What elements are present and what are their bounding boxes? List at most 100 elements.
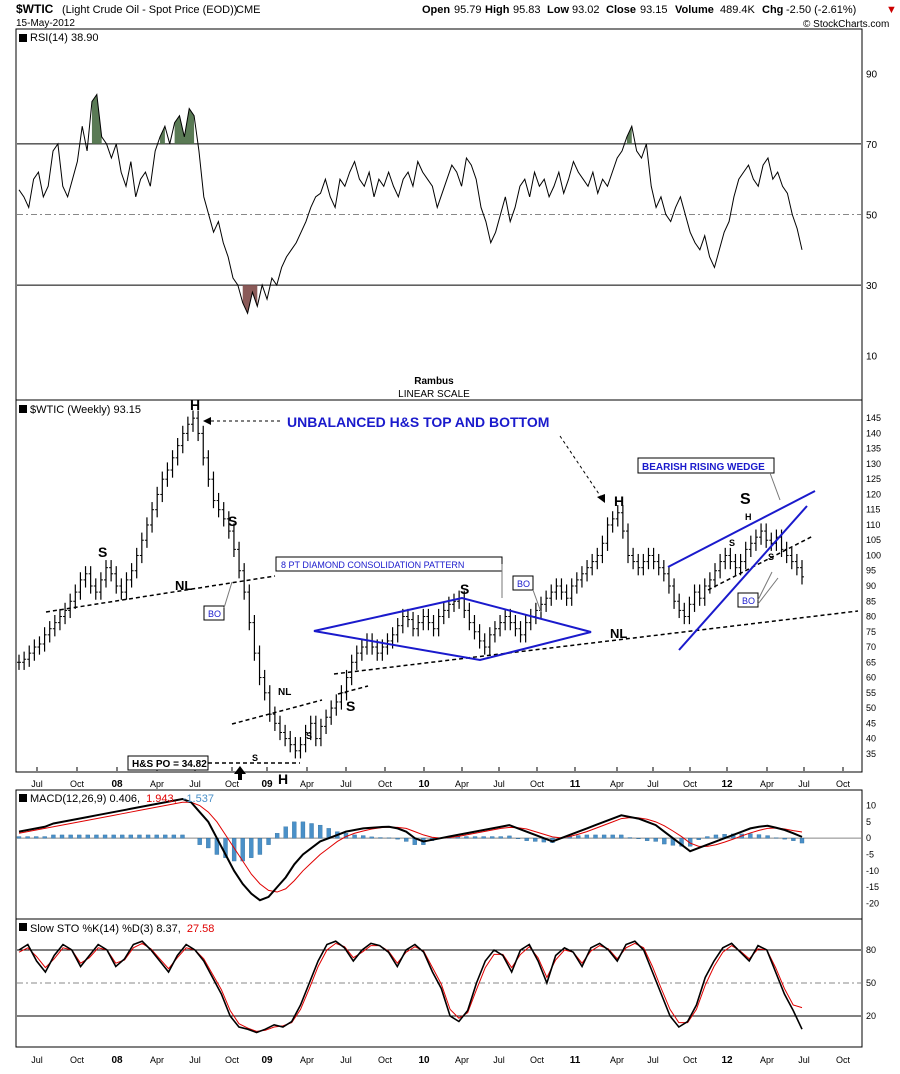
macd-label-main: MACD(12,26,9) 0.406, (30, 793, 140, 805)
macd-histogram-bar (17, 837, 21, 839)
macd-histogram-bar (310, 823, 314, 838)
macd-histogram-bar (292, 822, 296, 838)
macd-histogram-bar (654, 838, 658, 841)
macd-histogram-bar (94, 835, 98, 838)
grid-layer (17, 144, 861, 1016)
macd-histogram-bar (112, 835, 116, 838)
x-tick-label-sto: Oct (378, 1055, 393, 1065)
panel-labels: RSI(14) 38.90 Rambus LINEAR SCALE $WTIC … (19, 32, 470, 935)
macd-histogram-bar (120, 835, 124, 838)
macd-histogram-bar (714, 835, 718, 838)
price-y-tick-label: 35 (866, 749, 876, 759)
macd-histogram-bar (645, 838, 649, 841)
macd-histogram-bar (361, 836, 365, 839)
label-h-2012: H (745, 512, 752, 522)
chart-header: $WTIC (Light Crude Oil - Spot Price (EOD… (16, 2, 897, 30)
x-tick-label-price: Jul (647, 779, 659, 789)
x-tick-label-price: Apr (610, 779, 624, 789)
neckline-bottom (232, 700, 322, 724)
x-tick-label-price: Apr (760, 779, 774, 789)
macd-histogram-bar (800, 838, 804, 843)
macd-histogram-bar (516, 838, 520, 839)
macd-label-hist: -1.537 (183, 793, 214, 805)
macd-histogram-bar (103, 835, 107, 838)
close-value: 93.15 (640, 4, 668, 16)
macd-histogram-bar (507, 836, 511, 838)
chg-label: Chg (762, 4, 783, 16)
bo-leader-3b (758, 578, 778, 604)
close-label: Close (606, 4, 636, 16)
x-tick-label-price: Oct (683, 779, 698, 789)
macd-histogram-bar (301, 822, 305, 838)
volume-value: 489.4K (720, 4, 756, 16)
x-tick-label-sto: Jul (798, 1055, 810, 1065)
x-tick-label-price: Apr (455, 779, 469, 789)
rsi-label: RSI(14) 38.90 (30, 32, 98, 44)
macd-histogram-bar (757, 835, 761, 839)
x-tick-label-sto: Oct (70, 1055, 85, 1065)
x-tick-label-sto: Oct (225, 1055, 240, 1065)
rsi-overbought-fill (175, 109, 194, 144)
label-h-bottom: H (278, 771, 288, 787)
macd-histogram-bar (43, 837, 47, 839)
x-tick-label-sto: Jul (493, 1055, 505, 1065)
price-y-tick-label: 120 (866, 489, 881, 499)
price-y-tick-label: 130 (866, 459, 881, 469)
macd-histogram-bar (628, 838, 632, 839)
macd-histogram-bar (129, 835, 133, 838)
macd-histogram-bar (748, 834, 752, 839)
bo-label-1: BO (208, 609, 221, 619)
open-value: 95.79 (454, 4, 482, 16)
x-tick-label-sto: 12 (721, 1055, 733, 1066)
macd-histogram-bar (378, 838, 382, 839)
x-tick-label-price: 09 (261, 779, 273, 790)
chg-value: -2.50 (-2.61%) (786, 4, 856, 16)
macd-histogram-bar (318, 825, 322, 838)
macd-y-tick-label: 5 (866, 817, 871, 827)
macd-histogram-bar (146, 835, 150, 838)
x-tick-label-price: Jul (493, 779, 505, 789)
label-s-2012-left: S (729, 538, 735, 548)
x-tick-label-price: Oct (70, 779, 85, 789)
wedge-label: BEARISH RISING WEDGE (642, 462, 765, 473)
sto-label: Slow STO %K(14) %D(3) 8.37, 27.58 (30, 923, 214, 935)
price-y-tick-label: 45 (866, 718, 876, 728)
macd-histogram-bar (86, 835, 90, 838)
macd-histogram-bar (284, 827, 288, 838)
macd-histogram-bar (353, 835, 357, 838)
label-s-right-top: S (228, 513, 237, 529)
macd-histogram-bar (791, 838, 795, 841)
macd-histogram-bar (396, 838, 400, 839)
annotations: UNBALANCED H&S TOP AND BOTTOM H S S NL H… (46, 397, 858, 787)
low-label: Low (547, 4, 569, 16)
macd-histogram-bar (241, 838, 245, 861)
volume-label: Volume (675, 4, 714, 16)
x-tick-label-sto: Oct (683, 1055, 698, 1065)
macd-histogram-bar (206, 838, 210, 848)
x-tick-label-sto: 09 (261, 1055, 273, 1066)
x-tick-label-price: Oct (225, 779, 240, 789)
panel-frames (16, 29, 862, 1047)
macd-histogram-bar (69, 835, 73, 838)
label-h-top: H (190, 397, 200, 413)
macd-histogram-bar (593, 835, 597, 838)
sto-legend-swatch (19, 923, 27, 931)
x-tick-label-sto: Apr (610, 1055, 624, 1065)
x-tick-label-price: 12 (721, 779, 733, 790)
price-y-tick-label: 95 (866, 566, 876, 576)
bo-leader-1 (224, 582, 232, 608)
label-h-2011: H (614, 493, 624, 509)
macd-histogram-bar (662, 838, 666, 844)
macd-histogram-bar (172, 835, 176, 838)
label-s-left-top: S (98, 544, 107, 560)
title-arrow-down-head (597, 494, 605, 503)
macd-histogram-bar (619, 835, 623, 838)
header-name: (Light Crude Oil - Spot Price (EOD)) (62, 4, 237, 16)
rsi-legend-swatch (19, 34, 27, 42)
bo-label-2: BO (517, 579, 530, 589)
label-s-2012-big: S (740, 491, 751, 508)
title-arrow-left-head (203, 417, 211, 425)
price-y-tick-label: 75 (866, 627, 876, 637)
macd-histogram-bar (525, 838, 529, 841)
macd-histogram-bar (163, 835, 167, 838)
